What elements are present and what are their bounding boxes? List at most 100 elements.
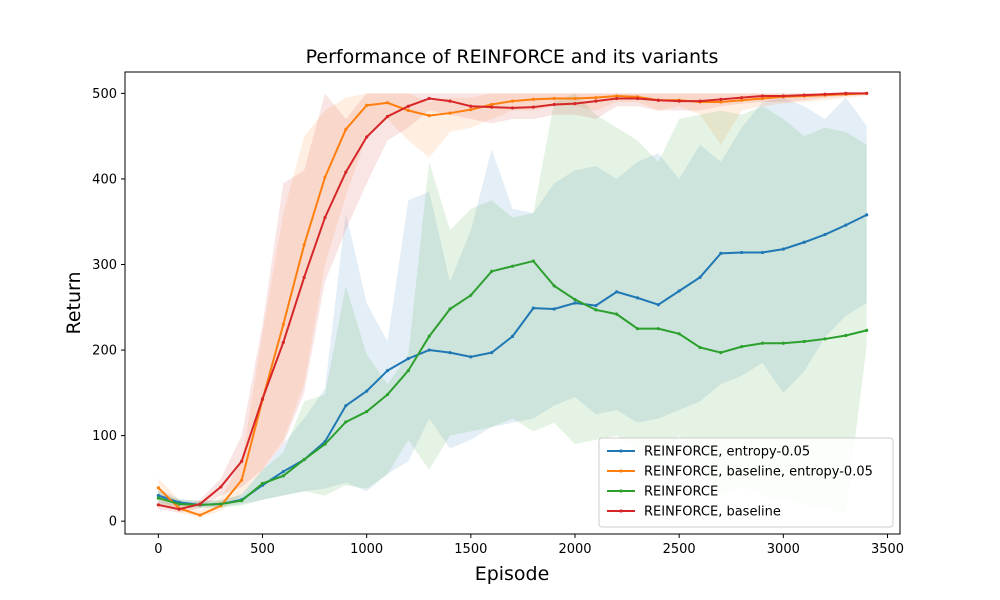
point-reinforce-baseline [719, 97, 723, 101]
point-reinforce-baseline [385, 114, 390, 119]
point-reinforce-baseline [802, 93, 806, 97]
point-reinforce-baseline [656, 98, 660, 102]
point-reinforce-entropy-0-05 [552, 307, 556, 311]
point-reinforce-baseline-entropy-0-05 [719, 100, 723, 104]
point-reinforce-baseline-entropy-0-05 [281, 322, 285, 326]
point-reinforce [573, 297, 577, 302]
confidence-bands [158, 93, 867, 518]
band-reinforce-entropy-0-05 [158, 97, 867, 508]
point-reinforce-baseline-entropy-0-05 [760, 96, 765, 101]
point-reinforce-entropy-0-05 [385, 368, 390, 373]
point-reinforce [344, 420, 348, 424]
point-reinforce-baseline [615, 96, 619, 101]
point-reinforce-entropy-0-05 [427, 348, 431, 352]
point-reinforce [531, 259, 535, 263]
point-reinforce-baseline [323, 215, 327, 220]
point-reinforce-baseline [427, 96, 431, 101]
y-tick-label: 400 [92, 172, 117, 187]
point-reinforce-entropy-0-05 [823, 232, 827, 237]
point-reinforce-entropy-0-05 [656, 303, 660, 307]
point-reinforce-baseline-entropy-0-05 [740, 98, 744, 102]
y-tick-label: 0 [109, 515, 117, 530]
point-reinforce [490, 269, 494, 273]
point-reinforce-baseline-entropy-0-05 [240, 478, 244, 482]
point-reinforce-baseline-entropy-0-05 [156, 486, 160, 490]
point-reinforce [552, 284, 556, 288]
point-reinforce-baseline [490, 105, 494, 109]
point-reinforce-baseline [510, 106, 515, 110]
point-reinforce [302, 457, 306, 462]
point-reinforce-baseline [448, 99, 452, 103]
point-reinforce-baseline [302, 275, 306, 279]
point-reinforce-baseline-entropy-0-05 [594, 96, 598, 100]
point-reinforce [469, 293, 473, 297]
point-reinforce-entropy-0-05 [865, 213, 869, 217]
band-reinforce-baseline [158, 93, 867, 513]
point-reinforce-baseline-entropy-0-05 [573, 96, 577, 101]
point-reinforce [656, 327, 660, 331]
point-reinforce-entropy-0-05 [490, 351, 494, 355]
legend-label-reinforce-baseline: REINFORCE, baseline [644, 505, 781, 520]
point-reinforce-entropy-0-05 [365, 389, 369, 393]
point-reinforce-entropy-0-05 [719, 251, 723, 255]
point-reinforce-baseline-entropy-0-05 [510, 99, 515, 103]
point-reinforce-baseline [865, 91, 869, 95]
point-reinforce [802, 339, 806, 344]
point-reinforce-baseline [365, 135, 369, 139]
x-tick-label: 1500 [454, 542, 487, 557]
point-reinforce [240, 499, 244, 503]
point-reinforce-baseline-entropy-0-05 [552, 96, 556, 101]
x-tick-label: 500 [250, 542, 275, 557]
point-reinforce-baseline [594, 99, 598, 103]
point-reinforce-baseline-entropy-0-05 [531, 97, 535, 101]
legend-label-reinforce: REINFORCE [644, 485, 718, 500]
point-reinforce [677, 332, 681, 336]
point-reinforce-baseline [677, 99, 681, 103]
legend-marker-reinforce-baseline-entropy-0-05 [619, 469, 623, 473]
point-reinforce-entropy-0-05 [781, 247, 785, 251]
x-tick-label: 2500 [663, 542, 696, 557]
chart-title: Performance of REINFORCE and its variant… [306, 46, 719, 68]
point-reinforce [365, 410, 369, 414]
point-reinforce-baseline [469, 104, 473, 108]
point-reinforce-baseline-entropy-0-05 [448, 111, 452, 115]
point-reinforce-entropy-0-05 [802, 240, 806, 244]
point-reinforce-baseline-entropy-0-05 [427, 114, 431, 118]
point-reinforce-baseline [240, 459, 244, 463]
point-reinforce-entropy-0-05 [281, 469, 285, 474]
point-reinforce-entropy-0-05 [844, 223, 848, 227]
point-reinforce-entropy-0-05 [531, 306, 535, 310]
x-axis-title: Episode [475, 563, 550, 585]
plot-frame [124, 71, 901, 535]
point-reinforce [719, 351, 723, 355]
x-tick-label: 3000 [767, 542, 800, 557]
point-reinforce-baseline [781, 94, 785, 98]
point-reinforce-baseline-entropy-0-05 [385, 101, 390, 105]
point-reinforce-baseline [219, 485, 223, 489]
point-reinforce-baseline-entropy-0-05 [344, 127, 348, 131]
point-reinforce-baseline-entropy-0-05 [365, 103, 369, 107]
point-reinforce [406, 368, 410, 373]
point-reinforce [510, 264, 515, 268]
point-reinforce [781, 341, 785, 345]
point-reinforce-entropy-0-05 [510, 334, 515, 338]
legend-label-reinforce-baseline-entropy-0-05: REINFORCE, baseline, entropy-0.05 [644, 465, 873, 480]
point-reinforce-baseline [635, 96, 640, 101]
point-reinforce-baseline [844, 91, 848, 95]
point-reinforce-baseline [344, 170, 348, 174]
y-axis-ticks: 0 100 200 300 400 500 [92, 87, 125, 530]
x-axis-ticks: 0 500 1000 1500 2000 2500 3000 3500 [154, 534, 904, 557]
point-reinforce [156, 496, 160, 500]
y-tick-label: 100 [92, 429, 117, 444]
band-reinforce [158, 93, 867, 513]
point-reinforce [823, 337, 827, 341]
point-reinforce [219, 502, 223, 506]
point-reinforce [448, 307, 452, 311]
point-reinforce-baseline [177, 507, 181, 511]
point-reinforce [740, 345, 744, 349]
point-reinforce-entropy-0-05 [406, 357, 410, 361]
point-reinforce [323, 442, 327, 446]
point-reinforce [865, 328, 869, 332]
point-reinforce-baseline-entropy-0-05 [490, 102, 494, 107]
point-reinforce-baseline [260, 397, 265, 401]
